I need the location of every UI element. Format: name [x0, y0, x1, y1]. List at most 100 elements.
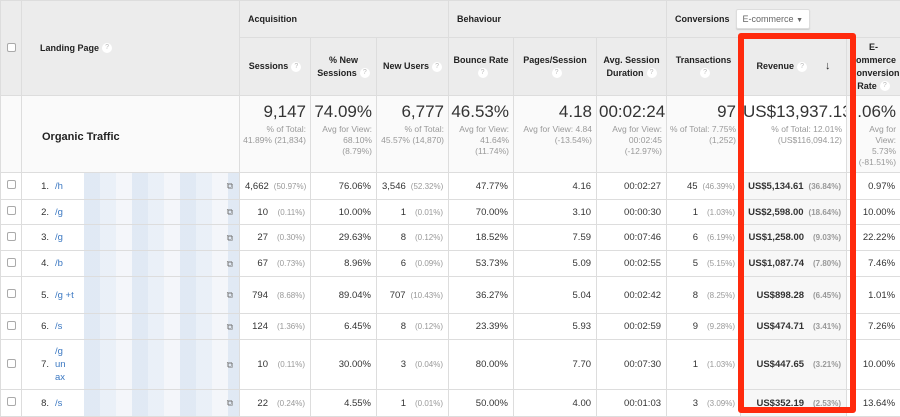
row-checkbox[interactable] [7, 321, 16, 330]
row-number: 7. [27, 359, 49, 370]
col-sessions[interactable]: Sessions? [240, 38, 311, 96]
landing-page-link[interactable]: /b [55, 257, 75, 270]
subtext: Avg for View: 5.73% (-81.51%) [849, 124, 896, 168]
col-landing-page[interactable]: Landing Page? [22, 1, 240, 96]
col-ecom-rate[interactable]: E-commerce Conversion Rate? [847, 38, 900, 96]
subtext: % of Total: 41.89% (21,834) [242, 124, 306, 146]
col-bounce-rate[interactable]: Bounce Rate? [449, 38, 514, 96]
percent: (0.01%) [411, 208, 443, 217]
row-checkbox[interactable] [7, 397, 16, 406]
ecom-cell: 7.46% [847, 251, 900, 277]
col-new-users[interactable]: New Users? [377, 38, 449, 96]
percent: (3.41%) [809, 322, 841, 331]
sort-desc-arrow-icon[interactable]: ↓ [825, 60, 831, 72]
new-users-cell: 3,546(52.32%) [377, 173, 449, 200]
landing-page-link[interactable]: /g [55, 231, 75, 244]
open-external-icon[interactable]: ⧉ [227, 181, 233, 192]
ecom-cell: 1.01% [847, 277, 900, 314]
value: US$1,258.00 [749, 232, 804, 243]
landing-page-link[interactable]: /s [55, 397, 75, 410]
open-external-icon[interactable]: ⧉ [227, 207, 233, 218]
col-avg-duration[interactable]: Avg. Session Duration? [597, 38, 667, 96]
open-external-icon[interactable]: ⧉ [227, 359, 233, 370]
open-external-icon[interactable]: ⧉ [227, 398, 233, 409]
help-icon[interactable]: ? [797, 62, 807, 72]
bounce-cell: 18.52% [449, 225, 514, 251]
table-row: 7./g un ax⧉ 10(0.11%)30.00%3(0.04%)80.00… [1, 340, 900, 390]
percent: (0.12%) [411, 233, 443, 242]
help-icon[interactable]: ? [360, 68, 370, 78]
value: 97 [669, 102, 736, 122]
row-checkbox[interactable] [7, 180, 16, 189]
col-pct-new-sessions[interactable]: % New Sessions? [311, 38, 377, 96]
help-icon[interactable]: ? [552, 68, 562, 78]
col-label: Revenue [757, 61, 795, 71]
summary-sessions: 9,147% of Total: 41.89% (21,834) [240, 96, 311, 173]
value: 36.27% [476, 290, 508, 301]
table-row: 1./h⧉ 4,662(50.97%)76.06%3,546(52.32%)47… [1, 173, 900, 200]
landing-page-link[interactable]: /g [55, 206, 75, 219]
landing-page-link[interactable]: /g +t [55, 289, 75, 302]
row-checkbox[interactable] [7, 289, 16, 298]
help-icon[interactable]: ? [291, 62, 301, 72]
value: 10.00% [339, 207, 371, 218]
conversions-dropdown[interactable]: E-commerce ▼ [736, 9, 810, 29]
landing-page-cell: 7. /g un ax ⧉ [22, 340, 240, 390]
value: 00:02:24 [599, 102, 662, 122]
row-checkbox[interactable] [7, 206, 16, 215]
landing-page-link[interactable]: /h [55, 180, 75, 193]
value: 00:01:03 [624, 398, 661, 409]
row-select [1, 200, 22, 225]
percent: (6.19%) [703, 233, 735, 242]
row-checkbox[interactable] [7, 232, 16, 241]
open-external-icon[interactable]: ⧉ [227, 258, 233, 269]
percent: (0.12%) [411, 322, 443, 331]
value: 6 [693, 232, 698, 243]
open-external-icon[interactable]: ⧉ [227, 290, 233, 301]
col-pages-session[interactable]: Pages/Session? [514, 38, 597, 96]
help-icon[interactable]: ? [478, 68, 488, 78]
col-transactions[interactable]: Transactions? [667, 38, 741, 96]
new-users-cell: 3(0.04%) [377, 340, 449, 390]
select-all-checkbox[interactable] [7, 43, 16, 52]
value: 76.06% [339, 181, 371, 192]
landing-page-link[interactable]: /s [55, 320, 75, 333]
value: 4.18 [516, 102, 592, 122]
col-label: Transactions [676, 55, 732, 65]
transactions-cell: 5(5.15%) [667, 251, 741, 277]
help-icon[interactable]: ? [102, 43, 112, 53]
help-icon[interactable]: ? [700, 68, 710, 78]
duration-cell: 00:00:30 [597, 200, 667, 225]
percent: (7.80%) [809, 259, 841, 268]
transactions-cell: 6 (6.19%) [667, 225, 741, 251]
select-all-cell [1, 1, 22, 96]
open-external-icon[interactable]: ⧉ [227, 321, 233, 332]
redacted-url [84, 277, 239, 313]
percent: (2.53%) [809, 399, 841, 408]
help-icon[interactable]: ? [880, 81, 890, 91]
percent: (9.03%) [809, 233, 841, 242]
row-checkbox[interactable] [7, 258, 16, 267]
row-checkbox[interactable] [7, 359, 16, 368]
pct-new-cell: 10.00% [311, 200, 377, 225]
value: 22.22% [863, 232, 895, 243]
percent: (0.30%) [273, 233, 305, 242]
help-icon[interactable]: ? [647, 68, 657, 78]
value: 9 [693, 321, 698, 332]
value: 0.97% [868, 181, 895, 192]
value: 00:00:30 [624, 207, 661, 218]
value: 00:02:42 [624, 290, 661, 301]
value: 4.16 [573, 181, 592, 192]
value: 29.63% [339, 232, 371, 243]
col-revenue[interactable]: Revenue? ↓ [741, 38, 847, 96]
duration-cell: 00:07:46 [597, 225, 667, 251]
bounce-cell: 50.00% [449, 390, 514, 417]
help-icon[interactable]: ? [432, 62, 442, 72]
landing-page-link[interactable]: /g un ax [55, 345, 75, 384]
open-external-icon[interactable]: ⧉ [227, 232, 233, 243]
sessions-cell: 794(8.68%) [240, 277, 311, 314]
subtext: Avg for View: 4.84 (-13.54%) [516, 124, 592, 146]
value: 00:02:55 [624, 258, 661, 269]
value: US$352.19 [756, 398, 804, 409]
